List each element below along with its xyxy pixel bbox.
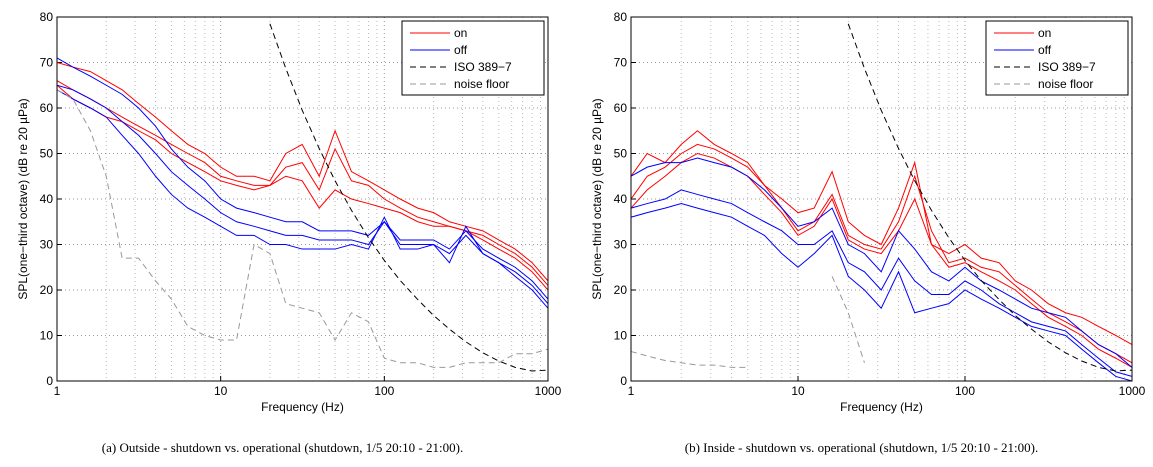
x-tick-label: 10 — [214, 384, 228, 398]
series-line — [57, 89, 548, 309]
legend-label: on — [1038, 26, 1051, 40]
legend-label: ISO 389−7 — [454, 60, 512, 74]
legend-label: ISO 389−7 — [1038, 60, 1096, 74]
y-tick-label: 40 — [614, 192, 628, 206]
x-tick-label: 100 — [374, 384, 394, 398]
series-line — [631, 203, 1132, 381]
series-line — [57, 84, 548, 291]
series-line — [631, 276, 865, 368]
series-group — [631, 23, 1132, 381]
x-tick-label: 10 — [791, 384, 805, 398]
caption: (b) Inside - shutdown vs. operational (s… — [685, 440, 1038, 455]
x-tick-label: 1 — [54, 384, 61, 398]
y-tick-label: 80 — [614, 10, 628, 24]
y-tick-label: 0 — [620, 374, 627, 388]
y-tick-label: 0 — [46, 374, 53, 388]
y-tick-label: 10 — [40, 329, 54, 343]
y-tick-label: 10 — [614, 329, 628, 343]
y-tick-label: 70 — [614, 56, 628, 70]
y-tick-label: 50 — [614, 147, 628, 161]
axes-frame — [630, 16, 1133, 382]
legend-label: off — [454, 43, 468, 57]
caption: (a) Outside - shutdown vs. operational (… — [102, 440, 463, 455]
x-axis-label: Frequency (Hz) — [840, 400, 923, 414]
x-axis-label: Frequency (Hz) — [261, 400, 344, 414]
y-tick-label: 80 — [40, 10, 54, 24]
y-axis-label: SPL(one−third octave) (dB re 20 µPa) — [590, 98, 604, 299]
x-tick-label: 1000 — [1119, 384, 1146, 398]
series-line — [847, 23, 1132, 372]
y-tick-label: 60 — [614, 101, 628, 115]
y-tick-label: 60 — [40, 101, 54, 115]
x-tick-label: 100 — [955, 384, 975, 398]
legend-label: off — [1038, 43, 1052, 57]
y-tick-label: 30 — [40, 238, 54, 252]
y-tick-label: 50 — [40, 147, 54, 161]
series-line — [57, 89, 548, 368]
x-tick-label: 1 — [628, 384, 635, 398]
legend-label: on — [454, 26, 467, 40]
series-group — [57, 23, 548, 372]
plot: 1 10 100 1000 0 10 20 30 40 50 60 70 80 Frequency (Hz… — [16, 10, 562, 455]
series-line — [631, 189, 1132, 377]
legend-label: noise floor — [454, 77, 509, 91]
legend-label: noise floor — [1038, 77, 1093, 91]
y-axis-label: SPL(one−third octave) (dB re 20 µPa) — [16, 98, 30, 299]
series-line — [631, 152, 1132, 368]
y-tick-label: 30 — [614, 238, 628, 252]
x-tick-label: 1000 — [535, 384, 562, 398]
series-line — [57, 84, 548, 304]
y-tick-label: 40 — [40, 192, 54, 206]
series-line — [631, 157, 1132, 368]
y-tick-label: 20 — [614, 283, 628, 297]
y-tick-label: 70 — [40, 56, 54, 70]
plot: 1 10 100 1000 0 10 20 30 40 50 60 70 80 Frequency (Hz… — [590, 10, 1146, 455]
series-line — [57, 57, 548, 300]
series-line — [269, 23, 548, 372]
series-line — [631, 130, 1132, 346]
y-tick-label: 20 — [40, 283, 54, 297]
axes-frame — [56, 16, 549, 382]
